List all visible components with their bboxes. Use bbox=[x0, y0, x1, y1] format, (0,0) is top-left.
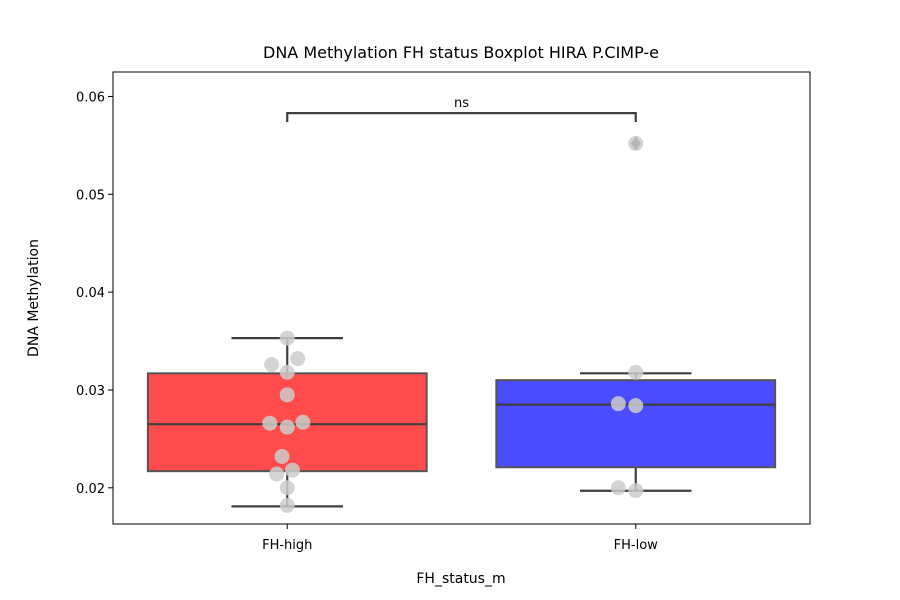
box-body bbox=[495, 379, 777, 469]
x-tick-label: FH-high bbox=[262, 538, 312, 553]
x-axis-label: FH_status_m bbox=[416, 571, 505, 587]
data-point bbox=[628, 483, 644, 499]
chart-title: DNA Methylation FH status Boxplot HIRA P… bbox=[263, 43, 659, 62]
data-point bbox=[284, 462, 300, 478]
y-tick-label: 0.02 bbox=[76, 482, 105, 497]
plot-frame bbox=[112, 71, 811, 525]
significance-label: ns bbox=[454, 96, 469, 111]
y-tick-label: 0.03 bbox=[76, 384, 105, 399]
data-points bbox=[262, 135, 644, 513]
data-point bbox=[295, 414, 311, 430]
data-point bbox=[264, 357, 280, 373]
data-point bbox=[628, 364, 644, 380]
data-point bbox=[279, 480, 295, 496]
x-tick-label: FH-low bbox=[614, 538, 659, 553]
significance-bracket bbox=[286, 111, 637, 123]
data-point bbox=[279, 330, 295, 346]
y-axis-label: DNA Methylation bbox=[26, 239, 42, 357]
x-axis: FH-high FH-low bbox=[262, 524, 658, 553]
data-point bbox=[610, 480, 626, 496]
data-point bbox=[262, 415, 278, 431]
y-tick-label: 0.04 bbox=[76, 286, 105, 301]
data-point bbox=[274, 448, 290, 464]
data-point bbox=[279, 364, 295, 380]
significance-annotation: ns bbox=[286, 96, 637, 123]
y-axis: 0.02 0.03 0.04 0.05 0.06 bbox=[76, 90, 113, 497]
data-point bbox=[628, 398, 644, 414]
plot-area: ns bbox=[146, 96, 777, 513]
data-point bbox=[290, 351, 306, 367]
data-point bbox=[279, 419, 295, 435]
data-point bbox=[269, 466, 285, 482]
y-tick-label: 0.06 bbox=[76, 90, 105, 105]
data-point bbox=[279, 497, 295, 513]
box-fh-low bbox=[495, 136, 777, 492]
data-point bbox=[279, 387, 295, 403]
data-point bbox=[610, 396, 626, 412]
data-point bbox=[628, 135, 644, 151]
y-tick-label: 0.05 bbox=[76, 188, 105, 203]
